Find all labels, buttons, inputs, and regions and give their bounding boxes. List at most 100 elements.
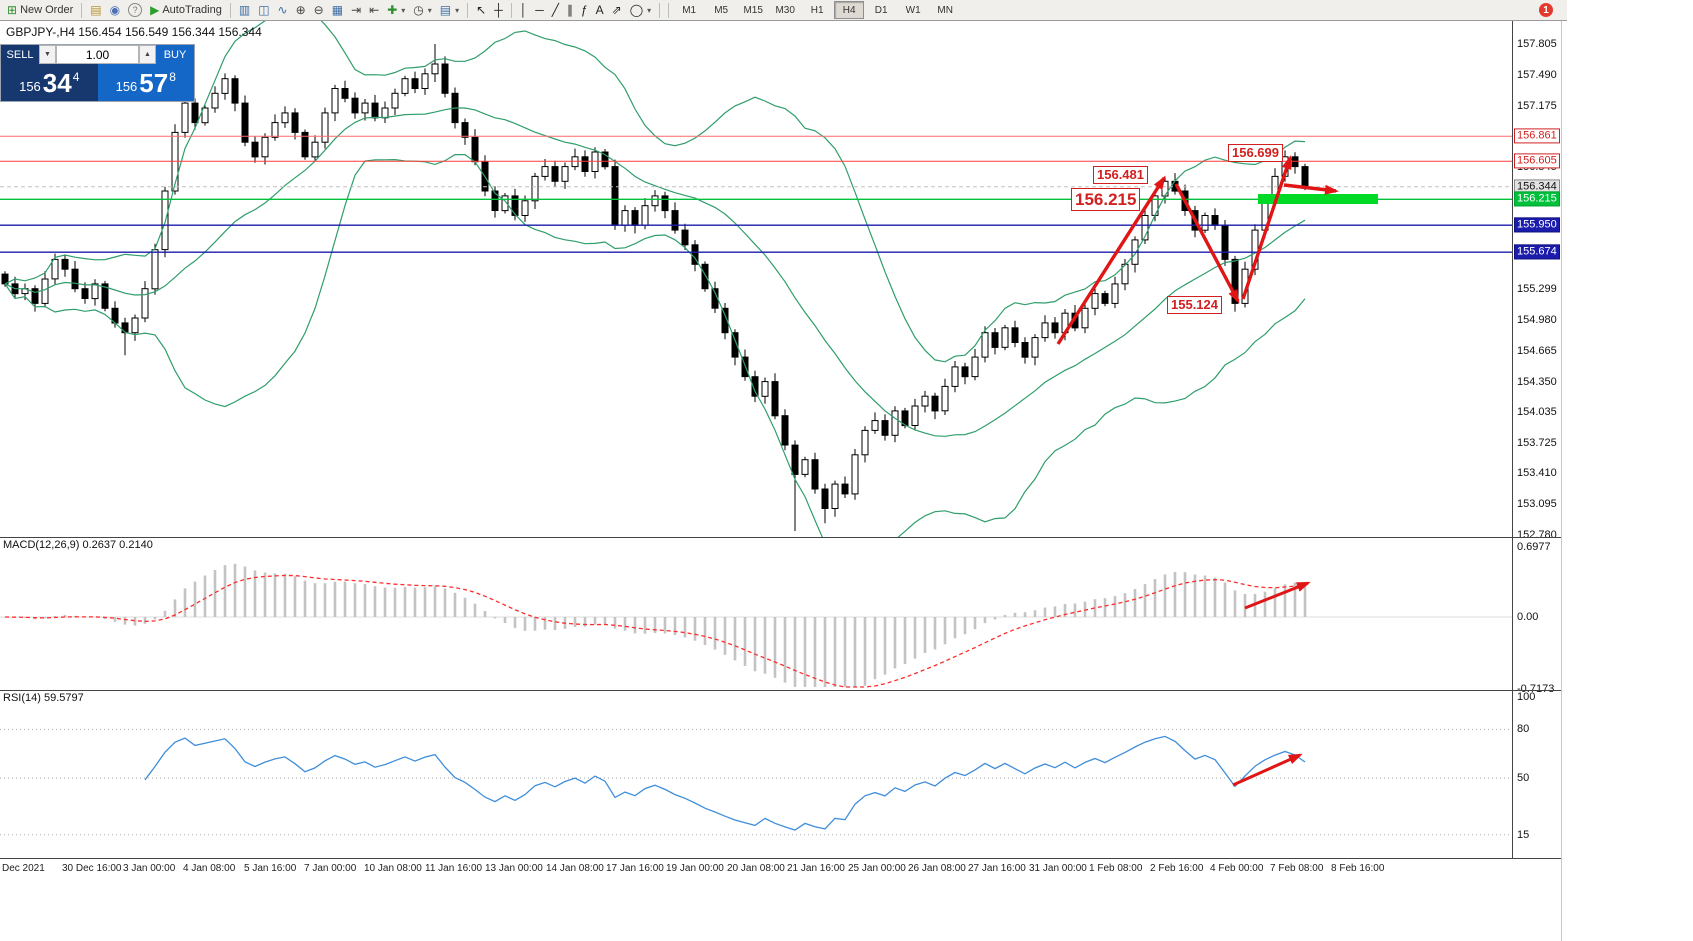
timeframe-m5-button[interactable]: M5: [714, 4, 729, 16]
chevron-down-icon: ▾: [647, 5, 652, 15]
text-icon: A: [595, 3, 604, 17]
zoom-in-button[interactable]: ⊕: [292, 1, 310, 20]
buy-price-button[interactable]: 156 57 8: [97, 64, 194, 101]
triangle-down-icon: ▼: [44, 51, 51, 58]
rsi-axis-label: 15: [1517, 828, 1530, 841]
candles-layer: [1, 44, 1309, 531]
macd-signal-line: [4, 574, 1306, 688]
timeframe-mn-button[interactable]: MN: [937, 4, 953, 16]
time-axis-label: 14 Jan 08:00: [546, 863, 604, 874]
timeframe-m1-button[interactable]: M1: [682, 4, 697, 16]
news-button[interactable]: ◉: [106, 1, 124, 20]
indicators-button[interactable]: ✚ ▾: [383, 1, 409, 20]
auto-scroll-button[interactable]: ⇥: [347, 1, 365, 20]
shapes-button[interactable]: ◯ ▾: [626, 1, 655, 20]
time-axis-label: 7 Jan 00:00: [304, 863, 357, 874]
help-icon: ?: [128, 3, 143, 17]
time-axis-label: 3 Jan 00:00: [123, 863, 176, 874]
price-axis-label: 154.350: [1517, 375, 1557, 388]
templates-button[interactable]: ▤ ▾: [436, 1, 463, 20]
macd-svg[interactable]: [0, 537, 1512, 690]
charts-window-button[interactable]: ▤: [86, 1, 105, 20]
vertical-line-icon: │: [519, 3, 528, 17]
bars-chart-type-button[interactable]: ▥: [235, 1, 254, 20]
autotrading-button[interactable]: ▶ AutoTrading: [146, 1, 226, 20]
bollinger-middle-band: [4, 107, 1306, 437]
trendline-button[interactable]: ╱: [548, 1, 563, 20]
notification-badge[interactable]: 1: [1539, 3, 1553, 17]
time-axis-label: 27 Jan 16:00: [968, 863, 1026, 874]
play-icon: ▶: [150, 3, 160, 17]
autotrading-button-label: AutoTrading: [162, 4, 222, 16]
timeframe-m30-button[interactable]: M30: [775, 4, 795, 16]
time-axis-label: 1 Feb 08:00: [1089, 863, 1143, 874]
sell-price-button[interactable]: 156 34 4: [1, 64, 98, 101]
periods-button[interactable]: ◷ ▾: [409, 1, 436, 20]
line-chart-type-button[interactable]: ∿: [274, 1, 292, 20]
price-axis-label: 153.095: [1517, 498, 1557, 511]
toolbar-separator: [510, 2, 512, 18]
channel-button[interactable]: ∥: [563, 1, 577, 20]
tile-windows-icon: ▦: [331, 3, 344, 17]
cursor-button[interactable]: ↖: [472, 1, 490, 20]
sell-button[interactable]: SELL: [1, 45, 39, 64]
price-axis-label: 154.980: [1517, 314, 1557, 326]
volume-input[interactable]: [56, 45, 139, 64]
price-axis[interactable]: 157.805157.490157.175156.545155.660155.2…: [1512, 20, 1561, 858]
timeframe-h1-button[interactable]: H1: [810, 4, 824, 16]
timeframe-w1-button[interactable]: W1: [905, 4, 921, 16]
help-button[interactable]: ?: [124, 1, 146, 20]
buy-button[interactable]: BUY: [156, 45, 194, 64]
rsi-panel[interactable]: RSI(14) 59.5797: [0, 690, 1512, 858]
new-order-icon: ⊞: [7, 3, 18, 17]
crosshair-button[interactable]: ┼: [490, 1, 507, 20]
clock-icon: ◷: [413, 3, 424, 17]
time-axis-label: 2 Feb 16:00: [1150, 863, 1204, 874]
text-label-button[interactable]: A: [592, 1, 608, 20]
mt4-window: ⊞ New Order ▤ ◉? ▶ AutoTrading ▥ ◫ ∿ ⊕ ⊖ ▦ ⇥ ⇤ ✚ ▾ ◷ ▾ ▤ ▾ ↖…: [0, 0, 1567, 941]
time-axis-label: 31 Jan 00:00: [1029, 863, 1087, 874]
vertical-line-button[interactable]: │: [516, 1, 532, 20]
chevron-down-icon: ▾: [455, 5, 460, 15]
rsi-svg[interactable]: [0, 690, 1512, 858]
fibonacci-button[interactable]: ƒ: [577, 1, 592, 20]
price-axis-label: 153.410: [1517, 467, 1557, 480]
toolbar-separator: [229, 2, 231, 18]
panel-separator[interactable]: [0, 690, 1561, 691]
price-axis-flag-blue: 155.950: [1514, 217, 1560, 233]
macd-axis-label: 0.6977: [1517, 541, 1551, 554]
time-axis-label: 25 Jan 00:00: [848, 863, 906, 874]
toolbar-separator: [659, 2, 661, 18]
zoom-in-icon: ⊕: [295, 3, 306, 17]
price-axis-label: 152.780: [1517, 528, 1557, 541]
zoom-out-button[interactable]: ⊖: [310, 1, 328, 20]
chart-shift-button[interactable]: ⇤: [365, 1, 383, 20]
time-axis-label: 7 Feb 08:00: [1270, 863, 1324, 874]
horizontal-line-button[interactable]: ─: [531, 1, 548, 20]
macd-panel[interactable]: MACD(12,26,9) 0.2637 0.2140: [0, 537, 1512, 690]
time-axis-label: 5 Jan 16:00: [244, 863, 297, 874]
volume-increase-button[interactable]: ▲: [139, 45, 156, 64]
timeframe-m15-button[interactable]: M15: [743, 4, 763, 16]
macd-axis-label: -0.7173: [1517, 682, 1555, 695]
panel-separator[interactable]: [0, 537, 1561, 538]
channel-icon: ∥: [566, 3, 573, 17]
timeframe-d1-button[interactable]: D1: [874, 4, 888, 16]
price-axis-flag-red: 156.605: [1514, 153, 1560, 169]
tile-windows-button[interactable]: ▦: [328, 1, 347, 20]
new-order-button[interactable]: ⊞ New Order: [3, 1, 77, 20]
shapes-icon: ◯: [629, 3, 644, 17]
time-axis-label: 4 Jan 08:00: [183, 863, 236, 874]
timeframe-h4-button[interactable]: H4: [834, 1, 865, 19]
one-click-prices-row: 156 34 4 156 57 8: [1, 64, 194, 101]
news-icon: ◉: [109, 3, 121, 17]
arrows-tool-button[interactable]: ⇗: [608, 1, 626, 20]
price-annotation-label: 155.124: [1167, 296, 1222, 315]
price-chart-svg[interactable]: [0, 20, 1512, 537]
rsi-line: [144, 735, 1306, 831]
volume-decrease-button[interactable]: ▼: [39, 45, 56, 64]
trend-arrow: [1241, 155, 1292, 300]
price-chart-panel[interactable]: GBPJPY-,H4 156.454 156.549 156.344 156.3…: [0, 20, 1512, 537]
candlestick-chart-type-button[interactable]: ◫: [254, 1, 273, 20]
time-axis[interactable]: Dec 2021 30 Dec 16:00 3 Jan 00:00 4 Jan 08:…: [0, 858, 1561, 880]
